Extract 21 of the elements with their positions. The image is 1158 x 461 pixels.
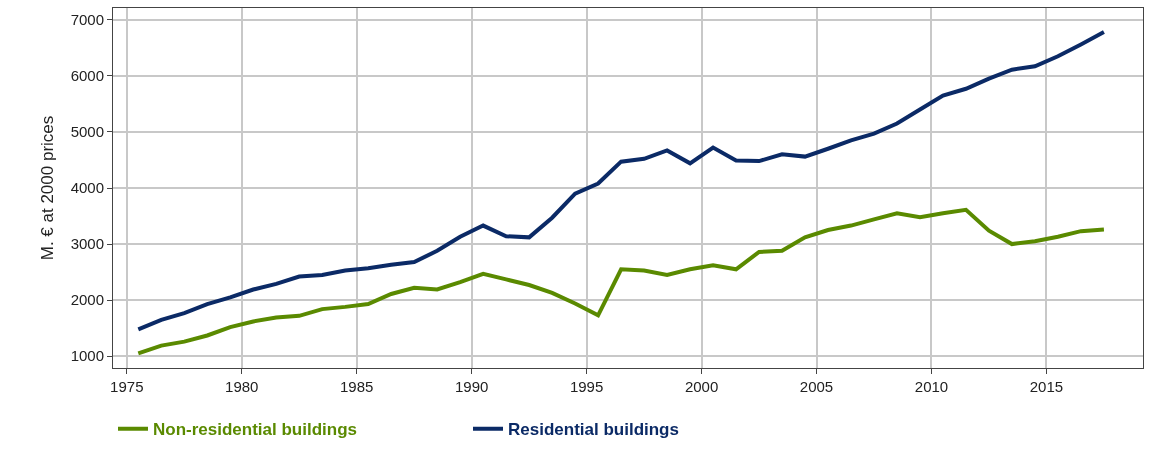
y-axis-title: M. € at 2000 prices: [38, 115, 58, 261]
x-tick-label: 2015: [1029, 378, 1064, 395]
x-tick-label: 1990: [454, 378, 489, 395]
y-tick-label: 5000: [70, 123, 104, 141]
y-tick-label: 1000: [70, 347, 104, 365]
line-series: [136, 207, 1106, 356]
x-tick-label: 1975: [110, 378, 144, 395]
x-tick-label: 1980: [225, 378, 259, 395]
x-tick-label: 2005: [799, 378, 834, 395]
legend-label: Non-residential buildings: [153, 420, 358, 440]
x-tick-label: 2010: [914, 378, 949, 395]
x-tick-label: 2000: [684, 378, 719, 395]
x-tick-label: 1985: [340, 378, 374, 395]
line-series: [136, 30, 1106, 332]
x-tick-label: 1995: [569, 378, 604, 395]
legend-label: Residential buildings: [508, 420, 679, 440]
y-tick-label: 6000: [70, 67, 104, 85]
y-tick-label: 3000: [70, 235, 104, 253]
y-tick-label: 2000: [70, 291, 104, 309]
y-tick-label: 4000: [70, 179, 104, 197]
y-tick-label: 7000: [70, 11, 104, 29]
